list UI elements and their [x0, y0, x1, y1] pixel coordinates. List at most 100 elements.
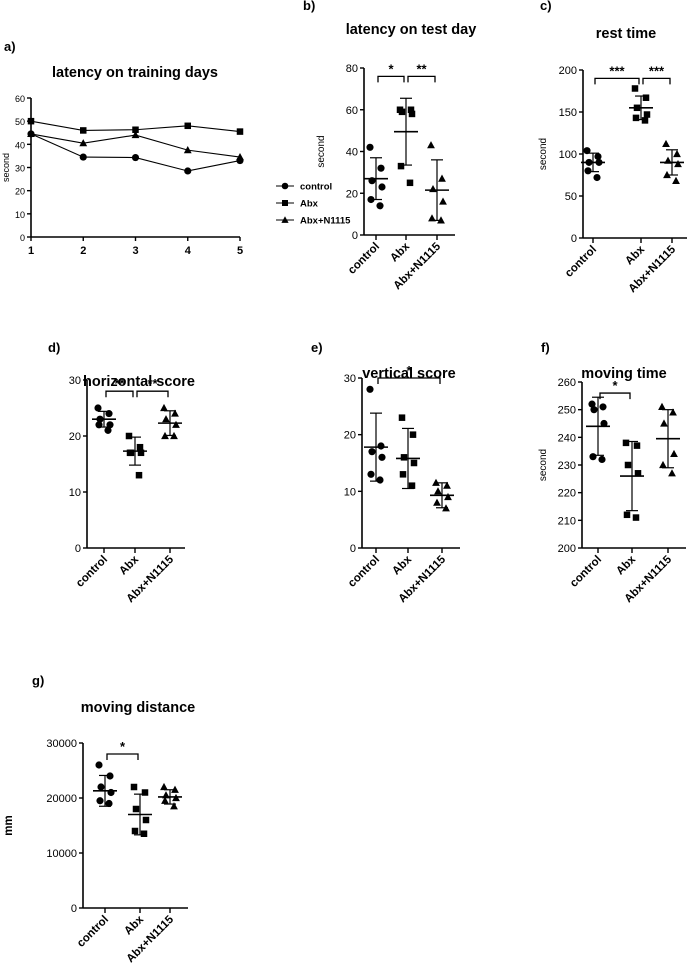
data-point: [660, 419, 668, 427]
y-tick-label: 250: [558, 405, 576, 417]
y-tick-label: 200: [558, 543, 576, 555]
y-tick-label: 30: [69, 375, 81, 387]
data-point: [95, 761, 103, 769]
x-tick-label: Abx: [388, 240, 412, 264]
data-point: [588, 400, 596, 408]
x-tick-label: Abx: [614, 553, 638, 577]
y-tick-label: 210: [558, 515, 576, 527]
significance-label: **: [114, 376, 125, 391]
data-point: [160, 403, 168, 412]
data-point: [632, 114, 640, 122]
series-point: [131, 130, 140, 139]
data-point: [377, 442, 385, 450]
x-tick-label: control: [568, 554, 604, 590]
y-tick-label: 30000: [46, 738, 77, 750]
series-point: [79, 153, 87, 161]
data-point: [409, 431, 417, 438]
data-point: [376, 476, 384, 484]
significance-bracket: [106, 753, 139, 760]
y-axis-label: second: [538, 138, 549, 170]
x-tick-label: 2: [80, 245, 86, 257]
x-tick-label: control: [346, 554, 382, 590]
data-point: [366, 143, 374, 151]
data-point: [172, 420, 180, 428]
significance-label: **: [147, 376, 158, 391]
chart-b: b) latency on test day 0 20 40 60 80 second cont…: [303, 0, 476, 292]
x-tick-label: 1: [28, 245, 34, 257]
data-point: [428, 214, 436, 222]
data-point: [161, 796, 169, 804]
chart-title: latency on test day: [346, 22, 477, 38]
y-axis-label: second: [1, 153, 11, 182]
data-point: [641, 117, 649, 124]
data-point: [406, 179, 414, 187]
x-tick-label: control: [74, 554, 110, 590]
data-point: [599, 403, 607, 411]
data-point: [674, 159, 682, 168]
significance-bracket: [642, 77, 671, 85]
data-point: [668, 469, 676, 477]
series-point: [79, 139, 88, 147]
y-tick-label: 10000: [46, 848, 77, 860]
x-tick-label: control: [563, 244, 599, 280]
y-tick-label: 200: [559, 65, 577, 77]
y-tick-label: 30: [344, 373, 356, 385]
y-axis-label: second: [316, 135, 327, 167]
x-tick-label: 4: [185, 245, 192, 257]
y-axis-label: second: [538, 449, 549, 481]
chart-title: moving distance: [81, 700, 195, 716]
series-point: [236, 128, 244, 135]
significance-label: *: [120, 739, 126, 754]
y-tick-label: 150: [559, 107, 577, 119]
data-point: [408, 110, 416, 118]
y-tick-label: 40: [15, 140, 25, 150]
data-point: [659, 460, 667, 469]
y-tick-label: 100: [559, 149, 577, 161]
y-tick-label: 20: [15, 187, 25, 197]
data-point: [400, 454, 408, 461]
data-point: [171, 409, 179, 417]
series-point: [132, 126, 139, 133]
significance-bracket: [599, 392, 631, 400]
significance-label: **: [416, 61, 427, 76]
series-point: [184, 122, 191, 130]
data-point: [434, 487, 442, 495]
data-point: [126, 449, 134, 457]
data-point: [662, 139, 670, 147]
significance-label: *: [406, 363, 412, 378]
data-point: [593, 173, 601, 182]
y-tick-label: 40: [346, 147, 358, 159]
data-point: [398, 414, 406, 421]
significance-bracket: [594, 77, 640, 85]
data-point: [590, 406, 598, 414]
y-tick-label: 220: [558, 488, 576, 500]
data-point: [673, 149, 681, 158]
panel-letter: c): [540, 0, 552, 13]
x-tick-label: 3: [132, 245, 138, 257]
significance-label: *: [388, 61, 394, 76]
y-tick-label: 0: [75, 543, 81, 555]
y-tick-label: 50: [15, 117, 25, 127]
data-point: [160, 782, 168, 791]
data-point: [633, 442, 641, 449]
data-point: [377, 164, 385, 172]
chart-title: moving time: [581, 366, 666, 382]
data-point: [142, 816, 150, 824]
data-point: [433, 498, 441, 506]
x-tick-label: 5: [237, 245, 243, 257]
series-point: [27, 117, 35, 125]
significance-bracket: [105, 390, 134, 398]
data-point: [643, 111, 651, 118]
x-tick-label: Abx: [390, 553, 414, 577]
data-point: [96, 797, 104, 805]
data-point: [135, 471, 143, 479]
data-point: [378, 453, 386, 461]
chart-title: rest time: [596, 26, 656, 42]
y-tick-label: 30: [15, 164, 25, 174]
significance-bracket: [377, 75, 405, 83]
data-point: [367, 470, 375, 478]
y-tick-label: 60: [15, 94, 25, 104]
data-point: [622, 439, 630, 447]
